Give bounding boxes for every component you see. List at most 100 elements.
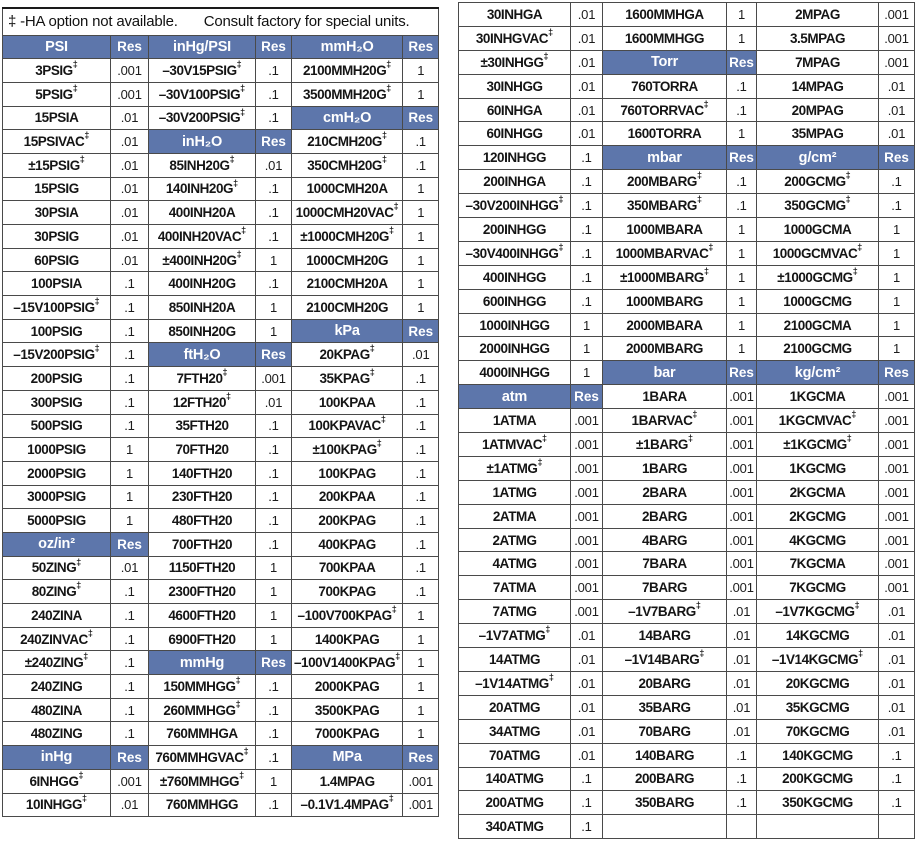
res-value-cell: .01 — [570, 73, 603, 99]
res-value-cell: 1 — [255, 318, 292, 344]
res-value-cell: .1 — [255, 176, 292, 202]
res-value-cell: .01 — [110, 224, 149, 249]
range-cell: 2100CMH20A — [290, 271, 404, 297]
table-row: –1V14ATMG‡ .01 20BARG .01 20KGCMG .01 — [458, 670, 915, 696]
res-header-cell: Res — [255, 129, 292, 154]
range-cell: 1000MBARG — [602, 288, 727, 314]
res-value-cell: 1 — [726, 312, 757, 338]
res-value-cell: .1 — [110, 603, 149, 628]
res-value-cell: .01 — [110, 129, 149, 154]
range-cell: ±1BARG‡ — [602, 432, 727, 457]
range-cell: 30INHGG — [458, 73, 571, 99]
res-value-cell: 1 — [402, 721, 440, 747]
range-cell: 350CMH20G‡ — [290, 152, 404, 178]
range-cell: 3500MMH20G‡ — [290, 81, 404, 107]
table-row: 1000INHGG 1 2000MBARA 1 2100GCMA 1 — [458, 312, 915, 338]
table-row: 5000PSIG 1 480FTH20.1 200KPAG .1 — [2, 508, 440, 533]
res-value-cell: .1 — [110, 366, 149, 391]
range-cell: 12FTH20‡ — [148, 389, 256, 415]
range-cell: 1000INHGG — [458, 312, 571, 338]
res-value-cell: 1 — [402, 650, 440, 676]
res-value-cell: .1 — [255, 792, 292, 818]
range-cell: –30V100PSIG‡ — [148, 81, 256, 107]
range-cell: 5PSIG‡ — [2, 81, 111, 107]
range-cell: ±100KPAG‡ — [290, 437, 404, 462]
range-cell: 480ZING — [2, 721, 111, 747]
range-cell: 140KGCMG — [756, 742, 879, 768]
range-cell: ±1KGCMG‡ — [756, 432, 879, 457]
res-value-cell: 1 — [402, 626, 440, 652]
table-row: 7ATMG .001 –1V7BARG‡ .01 –1V7KGCMG‡ .01 — [458, 599, 915, 625]
range-cell: 1ATMA — [458, 408, 571, 434]
range-cell: 240ZINA — [2, 603, 111, 628]
range-cell: 350GCMG‡ — [756, 193, 879, 219]
range-cell: 2ATMG — [458, 527, 571, 553]
table-row: 340ATMG .1 — [458, 814, 915, 840]
section-header-cell: inHg — [2, 745, 111, 770]
consult-factory-text: Consult factory for special units. — [203, 13, 410, 31]
table-row: 200INHGG .1 1000MBARA 1 1000GCMA 1 — [458, 217, 915, 242]
empty-cell — [756, 814, 879, 840]
res-value-cell: 1 — [255, 579, 292, 604]
res-value-cell: .1 — [110, 342, 149, 368]
res-value-cell: .1 — [255, 721, 292, 747]
res-value-cell: .01 — [726, 647, 757, 672]
range-cell: –1V7ATMG‡ — [458, 623, 571, 649]
section-header-cell: mmH₂O — [290, 34, 404, 60]
res-value-cell: 1 — [726, 288, 757, 314]
range-cell: 6900FTH20 — [148, 626, 256, 652]
table-row: 140ATMG .1 200BARG .1 200KGCMG .1 — [458, 766, 915, 792]
range-cell: 34ATMG — [458, 718, 571, 744]
res-value-cell: .01 — [726, 670, 757, 696]
res-value-cell: .1 — [570, 217, 603, 242]
res-value-cell: .1 — [726, 790, 757, 816]
res-value-cell: .1 — [570, 790, 603, 816]
range-cell: 4000INHGG — [458, 360, 571, 386]
res-value-cell: 1 — [255, 247, 292, 273]
range-cell: 2ATMA — [458, 503, 571, 529]
res-value-cell: .01 — [726, 718, 757, 744]
table-row: 10INHGG‡ .01 760MMHGG .1 –0.1V1.4MPAG‡ .001 — [2, 792, 440, 818]
res-value-cell: .001 — [726, 527, 757, 553]
res-value-cell: .1 — [570, 193, 603, 219]
res-value-cell: .001 — [110, 81, 149, 107]
table-row: 30PSIA .01 400INH20A .1 1000CMH20VAC‡ 1 — [2, 200, 440, 225]
res-header-cell: Res — [110, 34, 149, 60]
table-row: 4000INHGG 1 bar Res kg/cm² Res — [458, 360, 915, 386]
res-value-cell: .01 — [878, 623, 915, 649]
res-value-cell: 1 — [726, 240, 757, 266]
table-row: 400INHGG .1 ±1000MBARG‡ 1 ±1000GCMG‡ 1 — [458, 264, 915, 290]
right-range-table: 30INHGA .01 1600MMHGA 1 2MPAG .001 30INHGVAC‡.… — [458, 2, 915, 840]
range-cell: 350MBARG‡ — [602, 193, 727, 219]
range-cell: 15PSIVAC‡ — [2, 129, 111, 154]
table-row: 30INHGG .01 760TORRA .1 14MPAG .01 — [458, 73, 915, 99]
range-cell: 1000CMH20VAC‡ — [290, 200, 404, 225]
res-value-cell: .1 — [726, 73, 757, 99]
res-value-cell: .1 — [255, 674, 292, 699]
res-value-cell: .001 — [570, 575, 603, 601]
range-cell: 1000CMH20G — [290, 247, 404, 273]
res-value-cell: .01 — [878, 694, 915, 720]
table-row: 600INHGG .1 1000MBARG 1 1000GCMG 1 — [458, 288, 915, 314]
range-cell: 20MPAG — [756, 97, 879, 123]
range-cell: 14MPAG — [756, 73, 879, 99]
range-cell: 140BARG — [602, 742, 727, 768]
res-value-cell: .1 — [255, 81, 292, 107]
res-value-cell: .1 — [570, 169, 603, 195]
range-cell: 200ATMG — [458, 790, 571, 816]
range-cell: 1000GCMG — [756, 288, 879, 314]
res-value-cell: .001 — [726, 455, 757, 481]
range-cell: 3PSIG‡ — [2, 58, 111, 83]
range-cell: 14KGCMG — [756, 623, 879, 649]
range-cell: 7KGCMA — [756, 551, 879, 577]
range-cell: 35KGCMG — [756, 694, 879, 720]
res-value-cell: .1 — [726, 766, 757, 792]
range-cell: 7ATMA — [458, 575, 571, 601]
res-value-cell: .001 — [402, 768, 440, 794]
res-value-cell: .01 — [570, 2, 603, 27]
res-value-cell: .001 — [878, 551, 915, 577]
range-cell: 760TORRVAC‡ — [602, 97, 727, 123]
range-cell: 100KPAG — [290, 460, 404, 486]
res-value-cell: .01 — [726, 599, 757, 625]
res-value-cell: .1 — [255, 200, 292, 225]
